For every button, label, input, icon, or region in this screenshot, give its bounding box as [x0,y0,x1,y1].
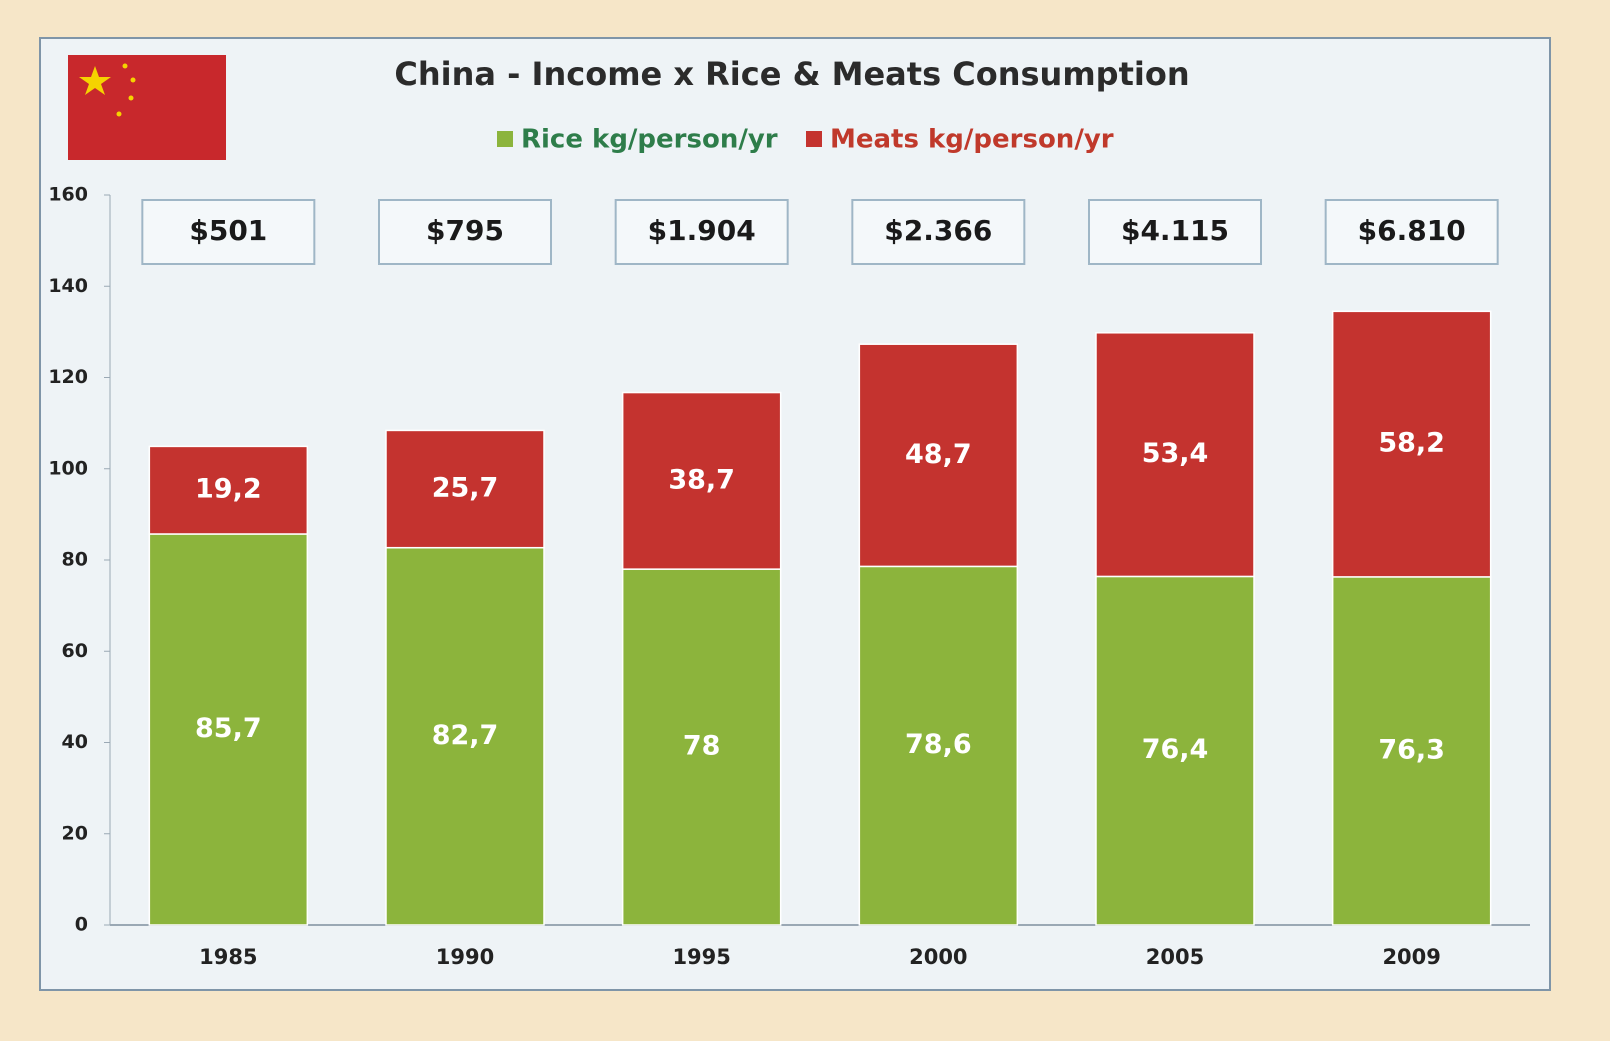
x-tick-label: 1985 [199,945,257,969]
value-label: 48,7 [905,439,972,470]
value-label: 38,7 [668,464,735,495]
value-label: 78,6 [905,729,972,760]
bar-segment [385,429,545,549]
annotation: $6.810 [1358,214,1466,247]
bar-segment [148,445,309,535]
x-tick-label: 2009 [1382,945,1440,969]
y-tick-label: 100 [48,457,88,479]
legend-swatch [806,131,822,147]
annotation: $1.904 [648,214,756,247]
y-tick-label: 40 [62,731,88,753]
annotation-box [614,199,789,265]
flag [68,55,226,160]
bar-segment [148,533,309,926]
value-label: 25,7 [432,473,499,504]
annotation-box [378,199,552,265]
legend-label: Meats kg/person/yr [830,125,1114,155]
value-label: 53,4 [1142,438,1209,469]
bar-segment [858,565,1019,926]
legend-swatch [497,131,513,147]
value-label: 78 [683,731,721,762]
y-tick-label: 160 [48,184,88,206]
y-tick-label: 120 [48,366,88,388]
annotation: $2.366 [884,214,992,247]
y-tick-label: 0 [75,914,88,936]
y-tick-label: 60 [62,640,88,662]
legend-label: Rice kg/person/yr [521,125,778,155]
bar-segment [1331,310,1492,578]
bar-segment [1095,332,1255,578]
bar-segment [385,546,545,926]
bar-segment [621,391,782,570]
x-tick-label: 1990 [436,945,494,969]
annotation-box [1088,199,1262,265]
x-tick-label: 2000 [909,945,967,969]
chart-title: China - Income x Rice & Meats Consumptio… [394,55,1189,93]
x-tick-label: 1995 [672,945,730,969]
bar-segment [1095,575,1255,926]
bar-segment [621,568,782,926]
value-label: 19,2 [195,474,262,505]
value-label: 85,7 [195,713,262,744]
y-tick-label: 140 [48,275,88,297]
bar-segment [858,343,1019,568]
annotation: $795 [426,214,504,247]
annotation: $501 [189,214,267,247]
x-tick-label: 2005 [1146,945,1204,969]
annotation-box [851,199,1026,265]
annotation-box [1324,199,1499,265]
value-label: 76,4 [1142,734,1209,765]
value-label: 58,2 [1378,428,1445,459]
y-tick-label: 80 [62,549,88,571]
value-label: 76,3 [1378,734,1445,765]
annotation: $4.115 [1121,214,1229,247]
value-label: 82,7 [432,720,499,751]
y-tick-label: 20 [62,822,88,844]
annotation-box [141,199,316,265]
bar-segment [1331,576,1492,926]
